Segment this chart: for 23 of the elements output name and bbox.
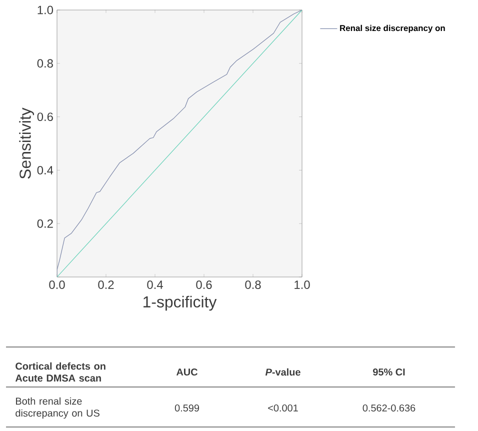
text: P-value <box>265 368 300 376</box>
y-axis-title: Sensitivity <box>19 108 34 179</box>
line-series <box>57 10 302 277</box>
y-tick-label: 0.6 <box>37 112 53 122</box>
y-tick-label: 0.2 <box>37 219 53 228</box>
legend-label: Renal size discrepancy on <box>340 24 445 33</box>
text: 95% CI <box>373 368 405 376</box>
x-tick-label: 0.6 <box>196 280 212 289</box>
text: Cortical defects on Acute DMSA scan <box>15 362 106 382</box>
text: 0.599 <box>174 404 200 412</box>
text: <0.001 <box>268 404 298 412</box>
text: Both renal size discrepancy on US <box>16 397 100 419</box>
y-tick-label: 0.4 <box>37 166 54 174</box>
x-axis-title: 1-spcificity <box>144 296 217 311</box>
text: 0.562-0.636 <box>362 404 416 412</box>
x-tick-label: 0.8 <box>245 280 261 289</box>
y-tick-label: 0.8 <box>37 59 53 68</box>
x-tick-label: 0.0 <box>49 280 65 289</box>
x-tick-label: 0.4 <box>147 280 163 289</box>
y-tick-label: 1.0 <box>38 6 54 14</box>
text: AUC <box>176 368 198 376</box>
x-tick-label: 1.0 <box>294 280 310 289</box>
x-tick-label: 0.2 <box>98 280 114 289</box>
